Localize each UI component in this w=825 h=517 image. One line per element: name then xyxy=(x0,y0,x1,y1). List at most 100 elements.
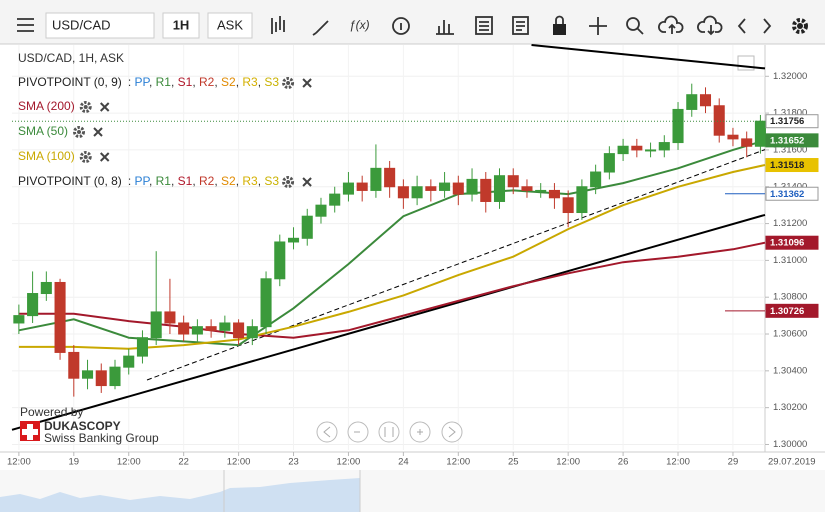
x-tick-label: 24 xyxy=(398,457,409,468)
price-marker-label: 1.31652 xyxy=(770,135,804,146)
candle-body xyxy=(246,326,258,339)
pivot-text: R3 xyxy=(242,174,258,188)
candle-body xyxy=(741,138,753,147)
candle-body xyxy=(68,351,80,379)
pivot-text: , xyxy=(258,174,265,188)
indicator-name: SMA (200) xyxy=(18,99,75,113)
pivot-text: S2 xyxy=(221,75,236,89)
candle-body xyxy=(521,186,533,191)
settings-icon[interactable] xyxy=(79,151,92,163)
toolbar-icons[interactable]: ƒ(x) xyxy=(271,15,808,36)
settings-icon[interactable] xyxy=(282,77,295,89)
pivot-items: : PP, R1, S1, R2, S2, R3, S3 xyxy=(128,174,280,188)
indicator-name: SMA (50) xyxy=(18,124,68,138)
settings-icon-center xyxy=(83,105,88,109)
price-marker xyxy=(765,114,819,129)
candle-body xyxy=(150,311,162,339)
remove-icon[interactable] xyxy=(93,127,103,137)
nav-buttons[interactable] xyxy=(316,421,463,443)
price-marker xyxy=(765,235,819,250)
candle-body xyxy=(631,145,643,151)
y-tick-label: 1.30000 xyxy=(773,439,807,450)
candle-body xyxy=(617,145,629,155)
symbol: USD/CAD xyxy=(52,17,111,32)
remove-icon[interactable] xyxy=(99,102,110,112)
x-tick-label: 12:00 xyxy=(337,457,361,468)
brand-tagline: Swiss Banking Group xyxy=(44,431,159,445)
pivot-text: : xyxy=(128,75,135,89)
remove-icon[interactable] xyxy=(302,177,312,187)
pivot-text: R3 xyxy=(242,75,258,89)
candle-body xyxy=(713,105,725,136)
navigator-area xyxy=(0,478,360,512)
symbol-box[interactable] xyxy=(45,12,155,39)
x-tick-label: 26 xyxy=(618,457,629,468)
side-box[interactable] xyxy=(207,12,253,39)
y-tick-label: 1.31800 xyxy=(773,108,807,119)
price-marker-label: 1.31756 xyxy=(770,116,804,127)
pivot-text: , xyxy=(214,174,221,188)
candle-body xyxy=(274,241,286,280)
candle-body xyxy=(658,142,670,151)
x-tick-label: 29 xyxy=(728,457,739,468)
price-marker xyxy=(765,186,819,201)
candle-body xyxy=(81,370,94,379)
trend-line xyxy=(11,213,766,431)
y-tick-label: 1.32000 xyxy=(773,71,807,82)
logo-cross xyxy=(22,424,38,440)
fx-icon: ƒ(x) xyxy=(349,18,370,32)
price-marker-label: 1.31096 xyxy=(770,238,804,249)
candle-body xyxy=(562,197,574,214)
settings-icon-center xyxy=(83,155,88,159)
candle-body xyxy=(233,322,245,339)
y-tick-label: 1.30200 xyxy=(773,402,807,413)
x-tick-label: 25 xyxy=(508,457,519,468)
y-tick-label: 1.31000 xyxy=(773,255,807,266)
pivot-text: S1 xyxy=(178,75,193,89)
remove-icon[interactable] xyxy=(99,152,110,162)
remove-icon[interactable] xyxy=(302,78,312,88)
y-tick-label: 1.30400 xyxy=(773,365,807,376)
powered-by: Powered by xyxy=(20,405,83,419)
pivot-text: , xyxy=(214,75,221,89)
price-marker-label: 1.30726 xyxy=(770,306,804,317)
settings-icon[interactable] xyxy=(79,101,92,113)
settings-icon[interactable] xyxy=(282,176,295,188)
candle-body xyxy=(315,204,327,217)
candle-body xyxy=(590,171,602,188)
candle-body xyxy=(27,293,39,317)
x-tick-label: 12:00 xyxy=(446,457,470,468)
candle-body xyxy=(329,193,341,206)
candle-body xyxy=(535,189,547,192)
pivot-text: : xyxy=(128,174,135,188)
pivot-text: , xyxy=(149,75,156,89)
trend-line xyxy=(531,44,766,70)
expand-icon[interactable] xyxy=(737,55,755,71)
date-label: 29.07.2019 xyxy=(768,457,816,468)
x-tick-label: 12:00 xyxy=(556,457,580,468)
menu-button[interactable] xyxy=(17,18,34,32)
period: 1H xyxy=(173,17,190,32)
settings-icon-center xyxy=(286,81,291,85)
indicator-name: SMA (100) xyxy=(18,149,75,163)
pivot-text: , xyxy=(192,174,199,188)
period-box[interactable] xyxy=(162,12,200,39)
y-tick-label: 1.31200 xyxy=(773,218,807,229)
candle-body xyxy=(466,178,478,195)
sma-line xyxy=(18,241,766,339)
x-tick-label: 12:00 xyxy=(117,457,141,468)
pivot-text: , xyxy=(192,75,199,89)
pivot-text: S2 xyxy=(221,174,236,188)
chart-title: USD/CAD, 1H, ASK xyxy=(18,51,124,65)
x-tick-label: 23 xyxy=(288,457,299,468)
settings-icon[interactable] xyxy=(73,126,86,138)
pivot-text: S3 xyxy=(264,75,279,89)
candle-body xyxy=(603,153,615,173)
candle-body xyxy=(384,167,396,188)
candle-body xyxy=(136,337,148,357)
price-marker xyxy=(765,158,819,173)
pivot-text: , xyxy=(236,75,243,89)
candle-body xyxy=(164,311,176,324)
price-marker xyxy=(765,133,819,148)
